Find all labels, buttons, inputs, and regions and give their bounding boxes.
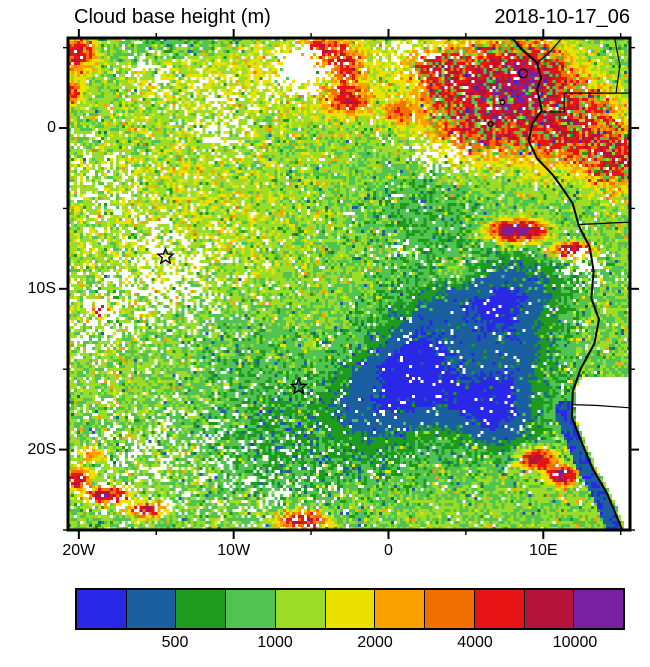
country-border <box>571 404 631 409</box>
colorbar-cell <box>77 590 127 628</box>
colorbar-tick-label: 500 <box>161 634 189 651</box>
star-marker <box>289 376 309 396</box>
colorbar-cell <box>524 590 575 628</box>
colorbar-tick-label: 1000 <box>257 634 293 651</box>
figure-timestamp: 2018-10-17_06 <box>494 6 630 28</box>
colorbar-cell <box>425 590 475 628</box>
island-outline <box>518 68 529 79</box>
y-axis-tick-label: 10S <box>27 279 56 297</box>
country-border <box>536 37 563 64</box>
colorbar-cell <box>226 590 276 628</box>
country-border <box>541 92 630 113</box>
colorbar-tick-label: 10000 <box>552 634 598 651</box>
colorbar-cell <box>574 590 624 628</box>
colorbar-cell <box>126 590 177 628</box>
coastline <box>511 37 624 531</box>
colorbar-tick-label: 4000 <box>457 634 493 651</box>
island-outline <box>499 99 506 106</box>
colorbar-cell <box>325 590 376 628</box>
colorbar-cell <box>474 590 525 628</box>
figure-title: Cloud base height (m) <box>74 6 271 28</box>
x-axis-tick-label: 0 <box>384 542 393 559</box>
colorbar-tick-label: 2000 <box>357 634 393 651</box>
country-border <box>578 221 631 226</box>
y-axis-tick-label: 20S <box>27 440 56 458</box>
y-axis-tick-label: 0 <box>47 119 56 137</box>
x-axis-tick-label: 10W <box>217 542 251 559</box>
colorbar <box>75 588 625 630</box>
x-axis-tick-label: 20W <box>62 542 96 559</box>
map-frame <box>66 36 632 532</box>
map-heatmap-canvas <box>68 38 630 530</box>
star-marker <box>156 246 175 265</box>
country-border <box>613 37 621 94</box>
colorbar-cell <box>275 590 326 628</box>
x-axis-tick-label: 10E <box>529 542 558 559</box>
colorbar-cell <box>375 590 426 628</box>
colorbar-cell <box>176 590 227 628</box>
island-outline <box>487 120 494 128</box>
